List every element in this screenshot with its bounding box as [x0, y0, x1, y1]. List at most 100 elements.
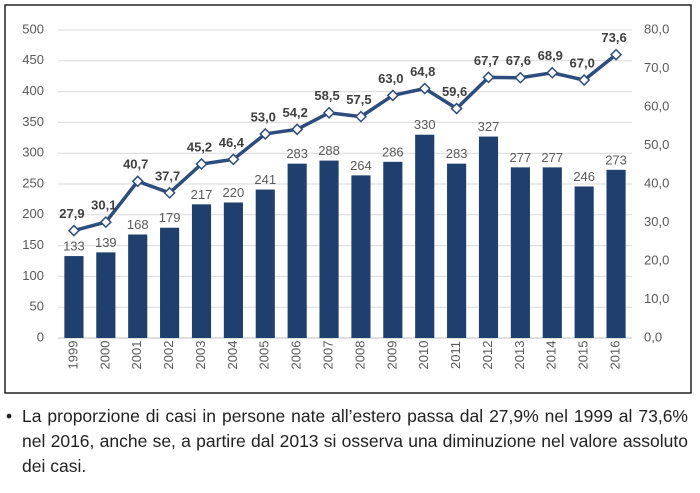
marker: [195, 157, 208, 171]
line-value-label: 30,1: [91, 198, 116, 213]
line-value-label: 68,9: [538, 48, 563, 63]
bar: [255, 189, 275, 338]
line-value-label: 57,5: [346, 92, 371, 107]
y2-tick-label: 70,0: [644, 60, 669, 75]
marker: [578, 73, 591, 87]
x-tick-label: 2015: [576, 341, 591, 370]
y-tick-label: 100: [22, 268, 44, 283]
x-tick-label: 2012: [480, 341, 495, 370]
marker: [609, 48, 623, 61]
bar: [478, 136, 499, 338]
x-tick-label: 2002: [161, 341, 176, 370]
x-tick-label: 2014: [544, 341, 559, 370]
y-tick-label: 0: [37, 329, 44, 344]
bar-value-label: 220: [223, 185, 245, 200]
line-value-label: 53,0: [251, 109, 276, 124]
bar-value-label: 327: [478, 119, 500, 134]
marker: [514, 71, 527, 84]
bar-value-label: 273: [605, 152, 627, 167]
bar: [542, 167, 562, 338]
y-tick-label: 450: [22, 52, 44, 67]
bar-value-label: 288: [318, 143, 340, 158]
bar-value-label: 277: [541, 150, 563, 165]
marker: [227, 153, 240, 166]
marker: [131, 175, 144, 188]
x-tick-label: 2004: [225, 341, 240, 370]
bar: [415, 134, 435, 338]
chart: 0 50 100 150 200 250 300 350 400 450 500 0,0 10,0 20,…: [4, 4, 692, 394]
line-value-label: 67,0: [570, 55, 595, 70]
caption: La proporzione di casi in persone nate a…: [22, 406, 688, 476]
y2-tick-label: 20,0: [644, 252, 669, 267]
x-tick-label: 2008: [352, 341, 367, 370]
y-tick-label: 250: [22, 175, 44, 190]
line-value-label: 67,6: [506, 53, 531, 68]
bar-value-label: 179: [159, 210, 181, 225]
y-tick-label: 50: [30, 299, 44, 314]
bar: [128, 234, 148, 338]
marker: [418, 82, 431, 95]
y2-tick-label: 10,0: [644, 291, 669, 306]
marker: [546, 66, 559, 79]
line-value-label: 37,7: [155, 168, 180, 183]
x-tick-label: 2010: [416, 341, 431, 370]
y-tick-label: 500: [22, 21, 44, 36]
line-value-label: 73,6: [601, 30, 626, 45]
bar: [96, 252, 116, 338]
marker: [354, 110, 368, 123]
marker: [99, 216, 112, 229]
bar: [351, 175, 371, 338]
marker: [291, 123, 304, 136]
y2-tick-label: 60,0: [644, 98, 669, 113]
bar: [574, 186, 594, 338]
bar-value-label: 277: [510, 150, 532, 165]
bar-value-label: 286: [382, 144, 404, 159]
x-tick-label: 2003: [193, 341, 208, 370]
y-tick-label: 200: [22, 206, 44, 221]
x-tick-label: 2011: [448, 341, 463, 369]
bar: [606, 169, 626, 338]
y2-tick-label: 50,0: [644, 137, 669, 152]
bar: [510, 167, 530, 338]
x-tick-label: 2013: [512, 341, 527, 370]
marker: [163, 186, 176, 199]
x-tick-label: 2007: [320, 341, 335, 370]
bar: [447, 163, 467, 338]
line-value-label: 46,4: [219, 135, 245, 150]
line-value-label: 59,6: [442, 84, 467, 99]
marker: [482, 71, 495, 84]
bar-value-label: 246: [573, 169, 595, 184]
x-tick-label: 2001: [129, 341, 144, 370]
x-tick-label: 2016: [607, 341, 622, 370]
line-value-label: 64,8: [410, 64, 435, 79]
line-value-label: 40,7: [123, 157, 148, 172]
marker: [67, 224, 81, 237]
bar: [160, 227, 180, 338]
x-tick-label: 1999: [65, 341, 80, 370]
marker: [450, 102, 463, 115]
bar-value-label: 168: [127, 217, 149, 232]
bar-value-label: 283: [286, 146, 308, 161]
line-value-label: 27,9: [59, 206, 84, 221]
y2-tick-label: 30,0: [644, 214, 669, 229]
y2-tick-label: 80,0: [644, 21, 669, 36]
y2-tick-label: 0,0: [644, 329, 662, 344]
y-tick-label: 350: [22, 114, 44, 129]
bar-value-label: 264: [350, 158, 372, 173]
bar-value-label: 283: [446, 146, 468, 161]
bar: [191, 204, 212, 338]
line-value-label: 63,0: [378, 71, 403, 86]
bar-value-label: 241: [254, 172, 276, 187]
y-tick-label: 150: [22, 237, 44, 252]
marker: [259, 127, 272, 141]
bar-value-label: 133: [63, 239, 85, 254]
x-tick-label: 2009: [384, 341, 399, 370]
y-tick-label: 400: [22, 83, 44, 98]
bar-value-label: 330: [414, 117, 436, 132]
line-value-label: 58,5: [314, 88, 339, 103]
line: [73, 53, 618, 233]
marker: [322, 106, 336, 119]
bar: [287, 163, 307, 338]
bullet: •: [6, 406, 13, 426]
